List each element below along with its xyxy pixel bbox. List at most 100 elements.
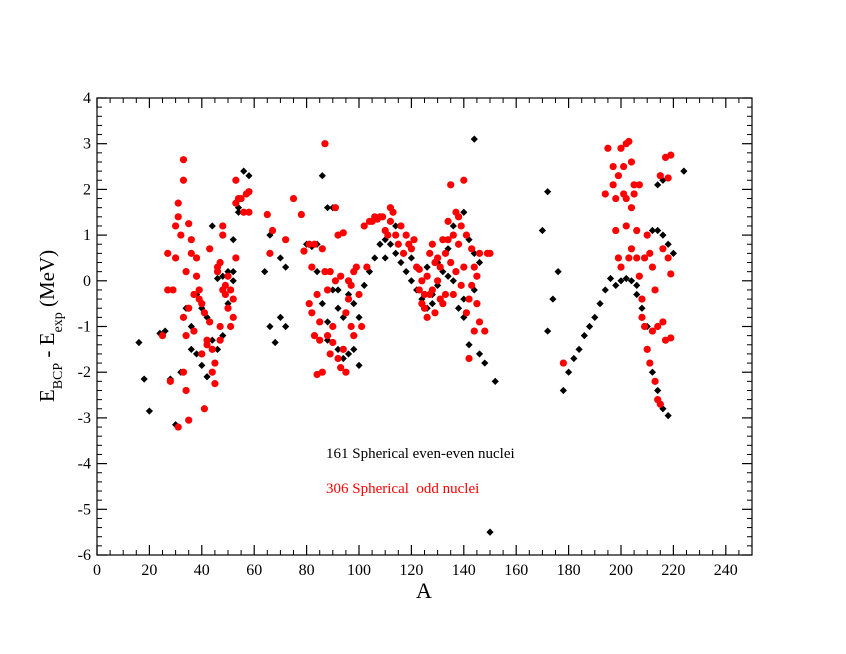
odd-point — [441, 290, 450, 299]
even-even-point — [475, 258, 484, 267]
odd-point — [316, 336, 324, 344]
odd-point — [172, 222, 180, 230]
odd-point — [245, 208, 253, 216]
odd-point — [208, 345, 216, 353]
odd-point — [457, 222, 465, 230]
odd-point — [439, 236, 447, 244]
x-tick-label: 40 — [194, 562, 210, 579]
even-even-point — [224, 268, 232, 276]
odd-point — [630, 181, 638, 189]
odd-point — [625, 254, 633, 262]
odd-point — [659, 318, 667, 326]
odd-point — [329, 338, 337, 347]
even-even-point — [606, 274, 615, 283]
odd-point — [172, 254, 180, 262]
even-even-point — [559, 386, 567, 395]
odd-point — [648, 263, 657, 271]
odd-point — [651, 286, 659, 294]
y-tick-label: -1 — [78, 319, 91, 336]
even-even-point — [381, 254, 389, 262]
even-even-point — [344, 350, 353, 358]
even-even-point — [245, 172, 253, 180]
odd-point — [449, 231, 457, 239]
odd-point — [612, 226, 620, 235]
even-even-point — [208, 222, 216, 230]
odd-nuclei-series — [158, 137, 675, 431]
odd-point — [394, 240, 402, 248]
even-even-point — [622, 274, 630, 283]
odd-point — [441, 249, 450, 257]
odd-point — [457, 281, 465, 289]
odd-point — [337, 272, 345, 280]
even-even-point — [627, 277, 636, 285]
odd-point — [268, 226, 277, 235]
even-even-point — [276, 313, 284, 321]
odd-point — [415, 286, 423, 294]
even-even-point — [135, 338, 143, 347]
x-axis-label: A — [416, 578, 432, 603]
even-even-point — [449, 277, 457, 285]
odd-point — [166, 377, 174, 385]
y-axis-label-mid: - E — [35, 333, 59, 363]
odd-point — [627, 245, 636, 253]
even-even-point — [617, 277, 625, 285]
odd-point — [297, 210, 305, 219]
even-even-point — [470, 249, 478, 257]
odd-point — [363, 263, 371, 271]
major-ticks — [96, 97, 752, 556]
even-even-point — [664, 412, 672, 420]
x-tick-label: 0 — [93, 562, 101, 579]
even-even-point — [659, 405, 667, 413]
even-even-point — [460, 295, 468, 303]
odd-point — [185, 304, 193, 312]
odd-point — [208, 368, 216, 376]
odd-point — [635, 272, 643, 280]
even-even-point — [549, 295, 557, 303]
odd-point — [604, 144, 612, 152]
even-even-point — [664, 240, 672, 248]
even-even-point — [234, 208, 243, 216]
odd-point — [635, 181, 643, 189]
odd-point — [352, 263, 360, 271]
odd-point — [305, 300, 313, 308]
odd-point — [321, 268, 329, 276]
odd-point — [392, 231, 400, 239]
even-even-point — [580, 332, 588, 340]
odd-point — [470, 263, 478, 271]
odd-point — [654, 322, 662, 331]
even-even-point — [465, 236, 473, 244]
even-even-point — [591, 313, 599, 321]
odd-point — [190, 290, 198, 299]
y-tick-label: -5 — [78, 501, 91, 518]
even-even-point — [392, 249, 400, 257]
x-tick-label: 80 — [299, 562, 315, 579]
odd-point — [169, 286, 177, 294]
odd-point — [454, 213, 463, 221]
y-tick-label: 3 — [83, 136, 91, 153]
even-even-point — [329, 286, 337, 294]
odd-point — [664, 174, 672, 182]
even-even-point — [570, 354, 578, 363]
odd-point — [434, 254, 442, 262]
odd-point — [310, 240, 319, 248]
odd-point — [232, 254, 240, 262]
odd-point — [355, 290, 363, 299]
odd-point — [389, 208, 397, 216]
even-even-point — [486, 528, 494, 536]
odd-point — [323, 332, 332, 340]
odd-point — [614, 254, 622, 262]
odd-point — [656, 400, 664, 408]
odd-point — [211, 380, 219, 388]
y-tick-label: -6 — [78, 547, 91, 564]
even-even-point — [266, 322, 274, 331]
odd-point — [468, 281, 476, 289]
odd-point — [224, 304, 232, 312]
odd-point — [428, 240, 436, 248]
odd-point — [360, 222, 368, 230]
even-even-point — [407, 277, 415, 285]
odd-point — [200, 309, 209, 317]
even-even-point — [449, 222, 457, 230]
odd-point — [378, 213, 387, 221]
odd-point — [646, 359, 654, 367]
even-even-point — [612, 281, 620, 289]
